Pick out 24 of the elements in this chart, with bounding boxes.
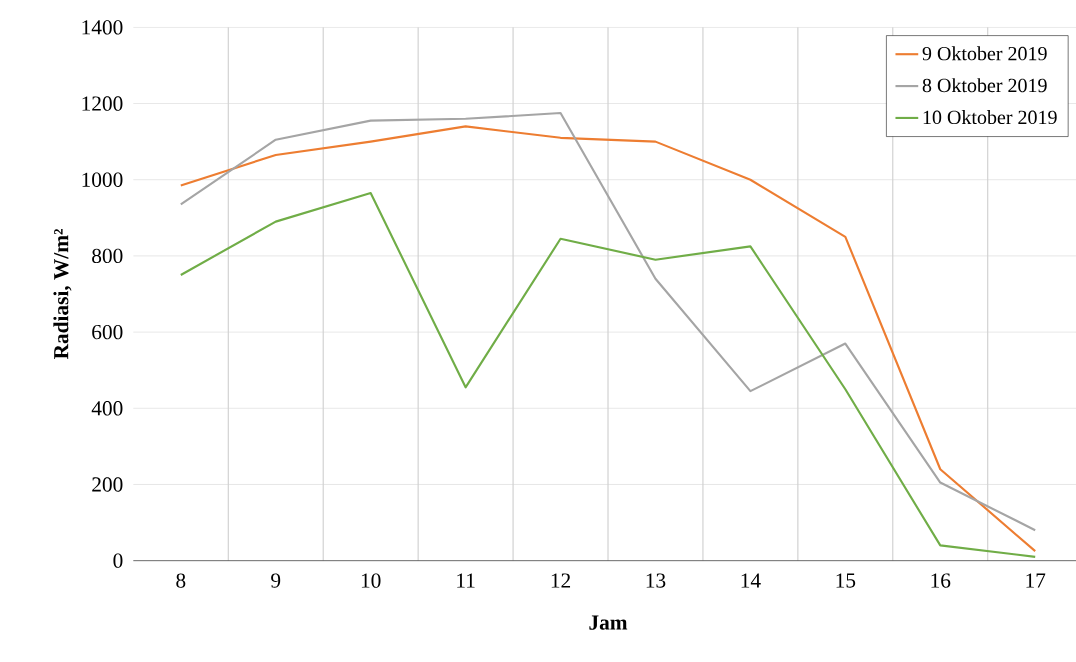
x-tick-label: 10 — [361, 573, 381, 588]
legend-label: 9 Oktober 2019 — [922, 46, 1047, 61]
y-tick-label: 600 — [92, 324, 123, 340]
y-tick-label: 1400 — [82, 20, 123, 35]
x-tick-label: 8 — [176, 573, 186, 588]
y-tick-label: 1200 — [82, 96, 123, 111]
x-tick-label: 9 — [271, 573, 281, 588]
x-tick-label: 12 — [551, 573, 571, 588]
y-tick-label: 1000 — [82, 172, 123, 187]
x-tick-label: 11 — [457, 573, 475, 588]
legend-label: 8 Oktober 2019 — [922, 78, 1047, 93]
y-tick-label: 0 — [113, 553, 123, 568]
x-tick-label: 15 — [836, 573, 856, 588]
x-tick-label: 13 — [646, 573, 666, 588]
y-axis-title: Radiasi, W/m² — [53, 229, 72, 360]
x-tick-label: 14 — [741, 573, 761, 588]
x-axis-title: Jam — [589, 615, 628, 630]
line-series — [179, 191, 1037, 558]
y-tick-label: 400 — [91, 401, 123, 416]
y-tick-label: 800 — [92, 248, 123, 264]
y-tick-label: 200 — [92, 477, 123, 492]
x-tick-label: 17 — [1026, 573, 1046, 588]
legend-label: 10 Oktober 2019 — [923, 110, 1057, 125]
x-tick-label: 16 — [931, 573, 951, 588]
